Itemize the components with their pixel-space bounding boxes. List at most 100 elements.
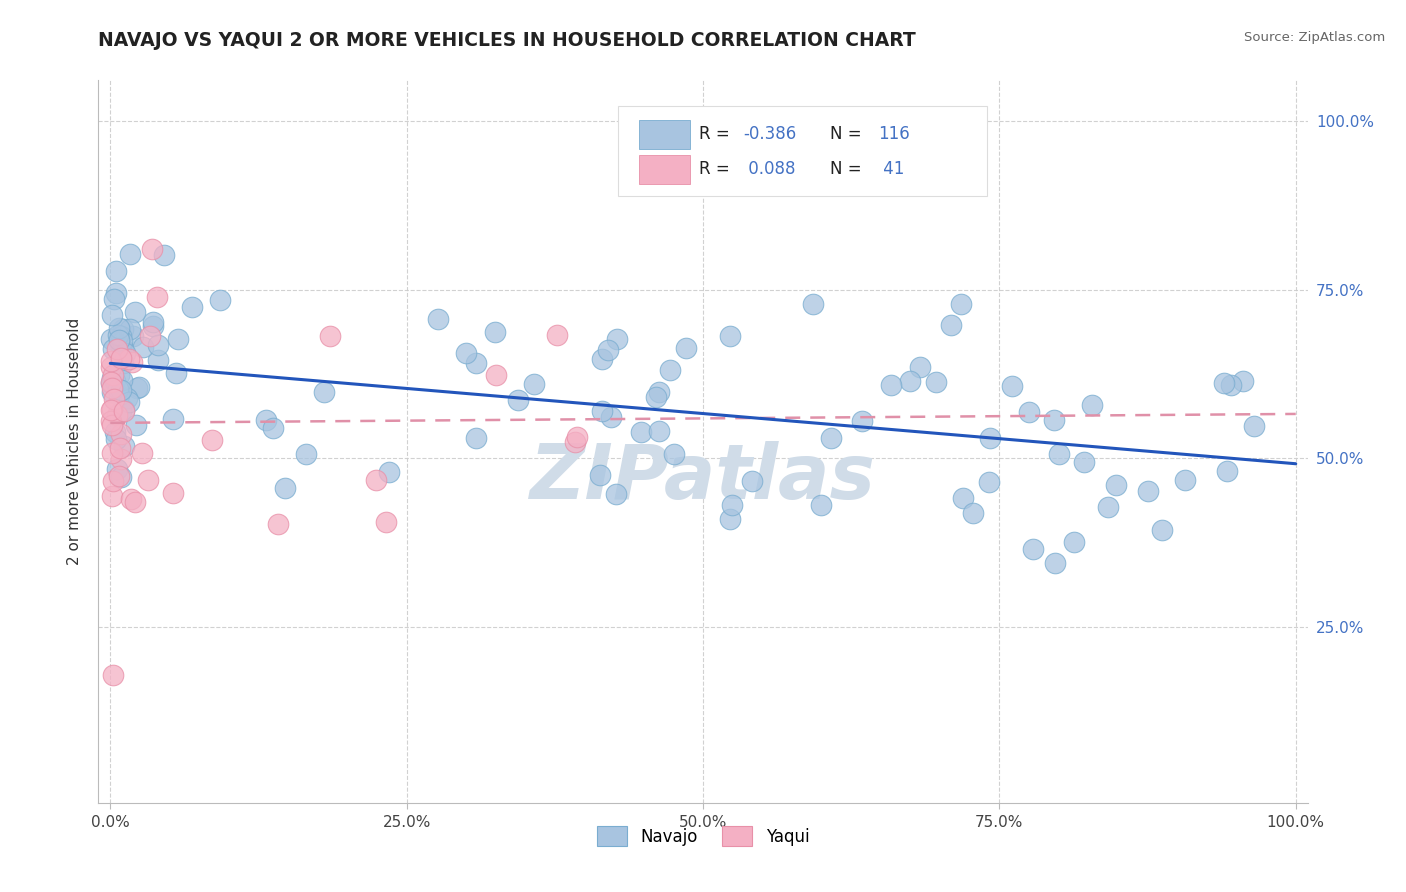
Point [111,373,134,387]
Point [145,290,167,304]
Point [949,297,972,311]
Point [645,390,668,404]
Point [121,355,143,369]
Point [112,356,135,370]
Point [1043,556,1066,570]
Point [101,308,124,322]
Point [141,243,163,257]
Point [924,375,946,389]
Text: R =: R = [699,126,735,144]
Point [1063,534,1085,549]
Text: Source: ZipAtlas.com: Source: ZipAtlas.com [1244,31,1385,45]
Point [591,404,613,418]
Point [146,352,169,367]
Point [127,381,149,395]
Point [1232,374,1254,388]
Point [456,346,478,360]
Point [100,403,122,417]
Point [979,431,1001,445]
Point [128,380,150,394]
FancyBboxPatch shape [638,154,690,184]
Point [851,413,873,427]
Text: N =: N = [830,126,868,144]
Point [1001,379,1024,393]
Point [721,498,744,512]
Point [208,293,231,307]
Point [100,417,122,432]
Point [908,359,931,374]
Text: -0.386: -0.386 [742,126,796,144]
Point [659,362,682,376]
Point [664,447,686,461]
Point [142,315,165,329]
Point [105,286,128,301]
Point [107,383,129,397]
Point [107,333,129,347]
Point [1152,523,1174,537]
Y-axis label: 2 or more Vehicles in Household: 2 or more Vehicles in Household [67,318,83,566]
Point [105,432,128,446]
Point [107,368,129,383]
Point [100,414,122,428]
Point [977,475,1000,490]
Point [118,395,141,409]
Point [484,325,506,339]
Point [105,462,128,476]
Point [110,403,132,417]
Point [131,446,153,460]
Point [1212,376,1234,390]
Point [103,425,125,440]
Point [115,391,138,405]
Point [1097,500,1119,515]
Point [110,340,132,354]
Text: N =: N = [830,161,868,178]
Point [1219,378,1241,392]
Point [162,412,184,426]
Point [110,384,132,398]
Point [801,297,824,311]
Point [485,368,508,383]
Point [648,385,671,400]
Legend: Navajo, Yaqui: Navajo, Yaqui [591,820,815,852]
Point [107,388,129,402]
Point [100,332,122,346]
Point [100,371,122,385]
Text: NAVAJO VS YAQUI 2 OR MORE VEHICLES IN HOUSEHOLD CORRELATION CHART: NAVAJO VS YAQUI 2 OR MORE VEHICLES IN HO… [98,31,917,50]
Point [1216,464,1239,478]
Point [267,517,290,532]
Point [118,352,141,367]
Point [110,427,132,442]
Point [319,329,342,343]
Point [1018,405,1040,419]
Text: 116: 116 [879,126,910,144]
Point [606,332,628,346]
Point [1174,473,1197,487]
Point [630,425,652,439]
Point [136,473,159,487]
Point [718,512,741,526]
Point [1047,447,1070,461]
Point [181,300,204,314]
Point [104,264,127,278]
FancyBboxPatch shape [619,105,987,196]
Point [131,340,153,354]
Point [605,486,627,500]
Point [101,401,124,416]
Text: 0.088: 0.088 [742,161,796,178]
Point [139,328,162,343]
Text: ZIPatlas: ZIPatlas [530,441,876,515]
Point [465,356,488,370]
Point [148,337,170,351]
Point [104,374,127,388]
Point [1043,412,1066,426]
Point [589,467,612,482]
Point [378,465,401,479]
Point [111,342,134,356]
Point [820,431,842,445]
Point [111,334,134,348]
Point [880,378,903,392]
Point [112,404,135,418]
Point [1137,484,1160,499]
Point [374,515,396,529]
Point [591,351,613,366]
